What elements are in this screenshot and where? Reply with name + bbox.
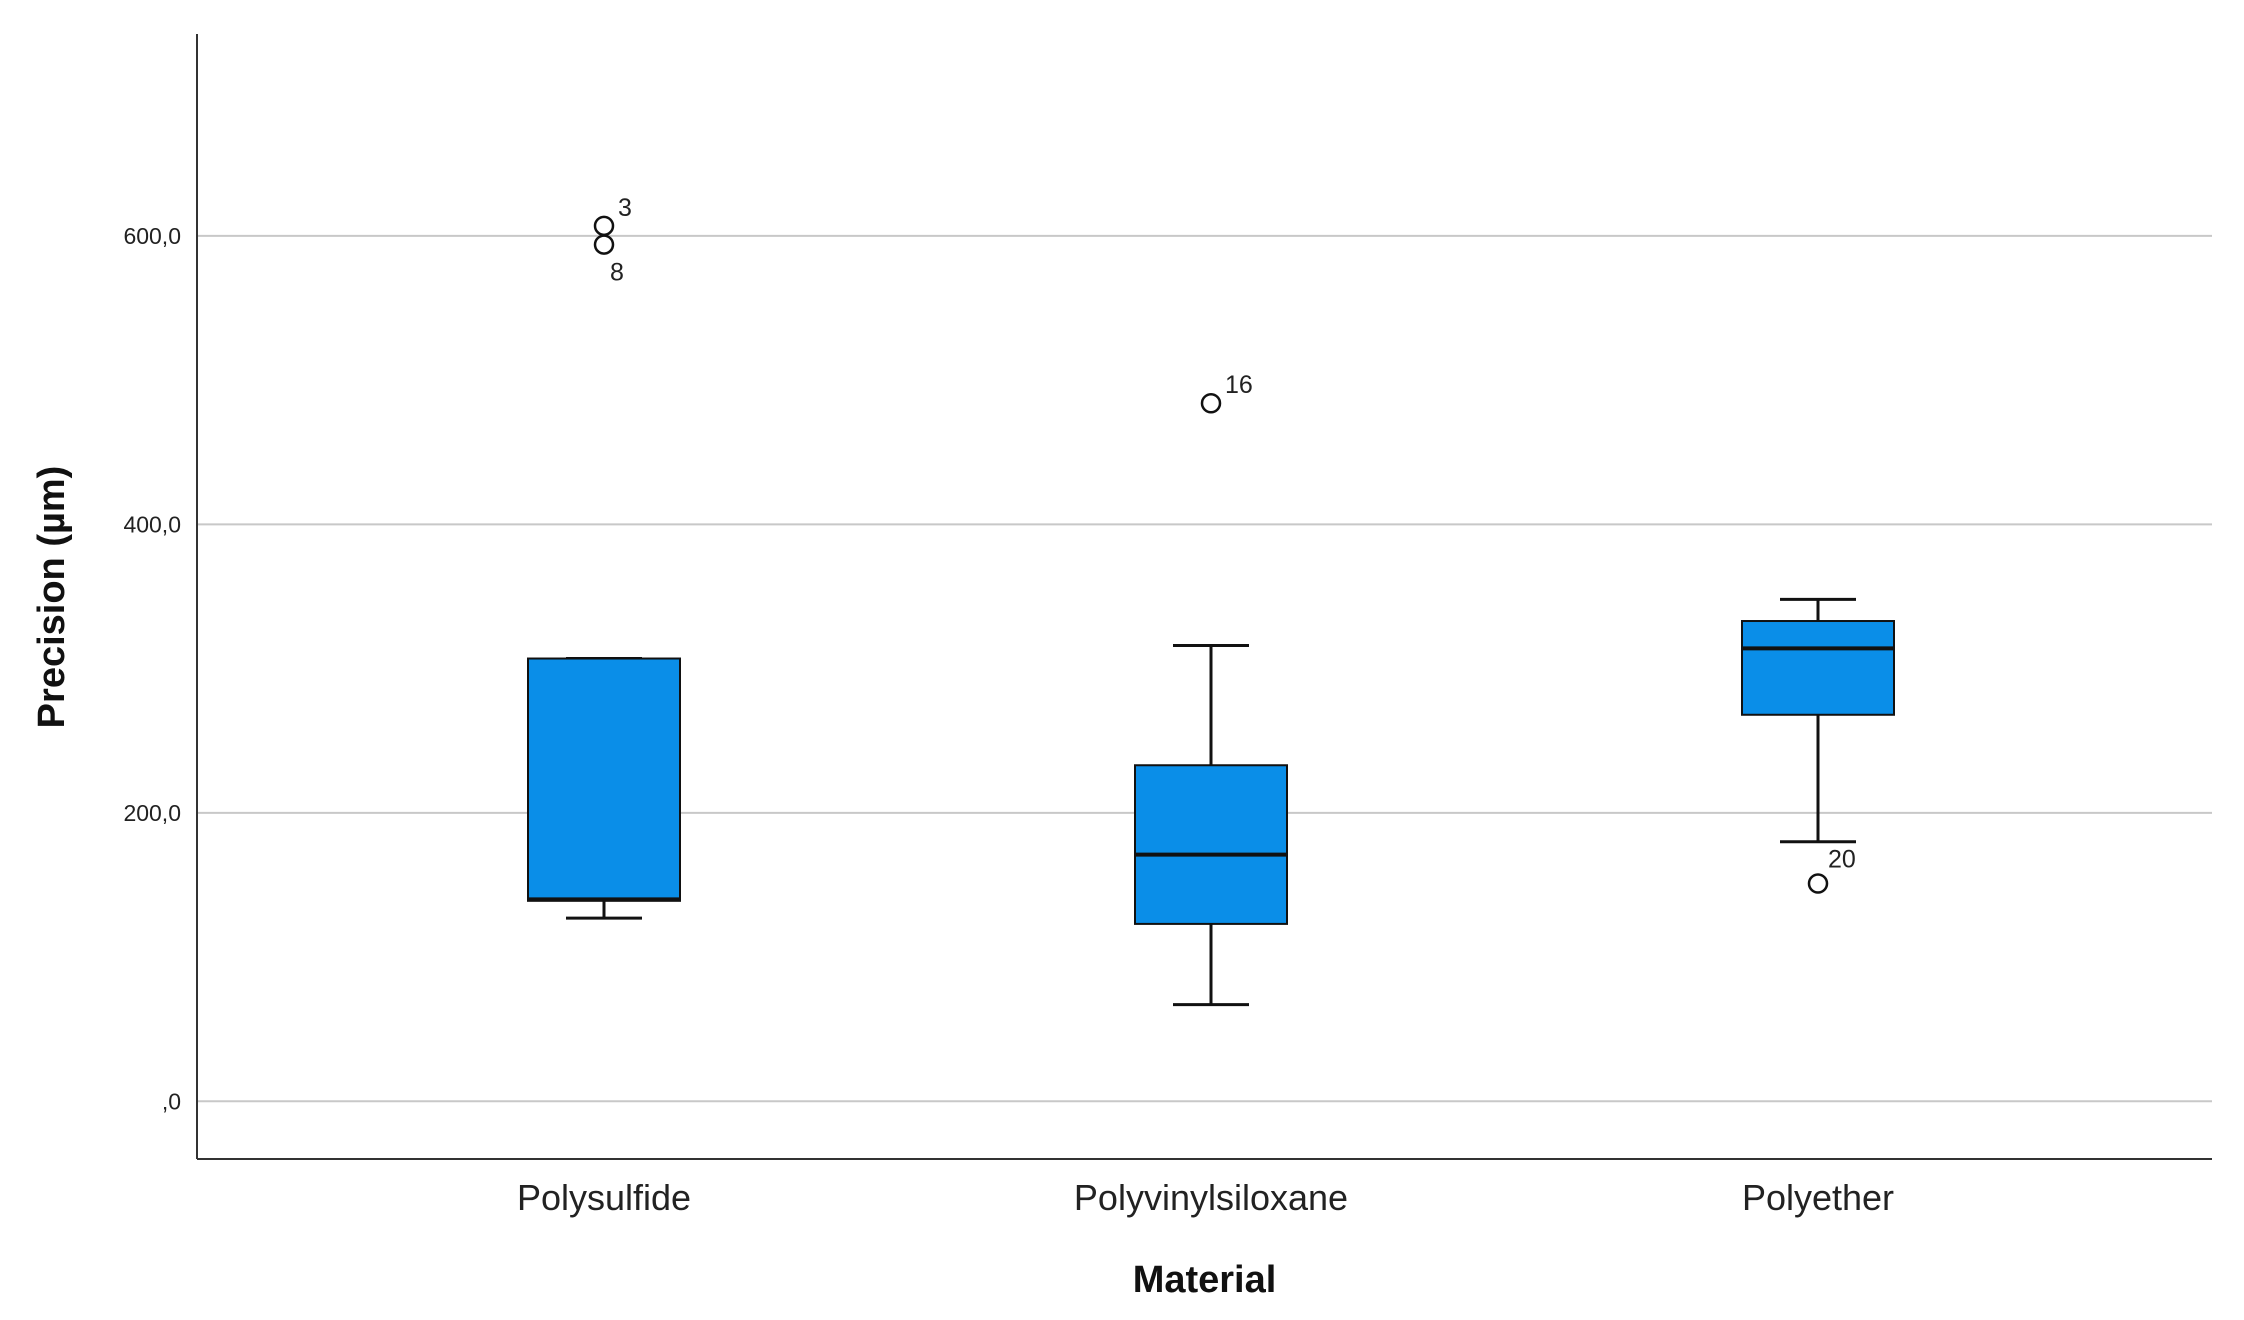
- x-category-label-0: Polysulfide: [517, 1177, 691, 1218]
- x-category-label-2: Polyether: [1742, 1177, 1894, 1218]
- y-tick-label-2: 400,0: [123, 511, 181, 537]
- iqr-box: [527, 657, 681, 902]
- gridlines: [197, 234, 2212, 1103]
- y-tick-label-3: 600,0: [123, 223, 181, 249]
- outlier-point: [1200, 392, 1222, 414]
- outlier-label: 8: [610, 259, 624, 287]
- iqr-box: [1741, 620, 1895, 716]
- outlier-point: [1807, 873, 1829, 894]
- box-polyether: 20: [1741, 597, 1895, 894]
- y-axis-title: Precision (µm): [31, 466, 73, 729]
- box-polyvinylsiloxane: 16: [1134, 371, 1288, 1007]
- y-tick-label-1: 200,0: [123, 800, 181, 826]
- outlier-point: [593, 215, 615, 237]
- outlier-label: 16: [1225, 371, 1253, 399]
- x-category-label-1: Polyvinylsiloxane: [1074, 1177, 1348, 1218]
- x-category-labels: Polysulfide Polyvinylsiloxane Polyether: [517, 1177, 1894, 1218]
- iqr-box: [1134, 764, 1288, 925]
- y-tick-label-0: ,0: [162, 1088, 181, 1114]
- outlier-label: 20: [1828, 846, 1856, 874]
- outlier-point: [593, 234, 615, 255]
- outlier-label: 3: [618, 194, 632, 222]
- box-polysulfide: 38: [527, 194, 681, 920]
- x-axis-title: Material: [1133, 1259, 1277, 1301]
- y-tick-labels: ,0 200,0 400,0 600,0: [123, 223, 181, 1114]
